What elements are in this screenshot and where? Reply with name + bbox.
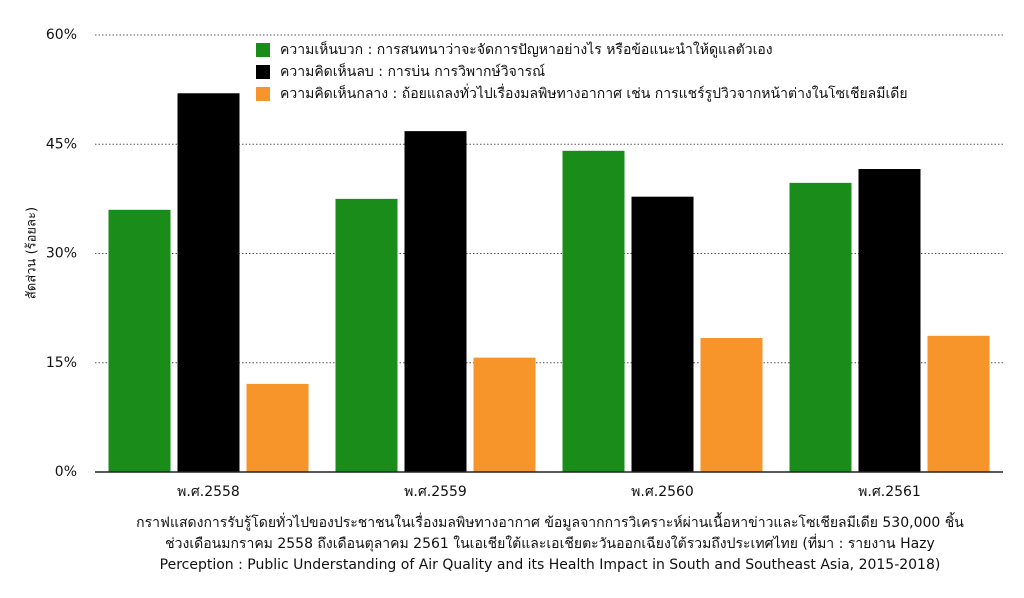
bar	[631, 196, 694, 472]
legend-swatch	[256, 65, 270, 79]
bar	[927, 335, 990, 472]
legend-label: ความคิดเห็นกลาง : ถ้อยแถลงทั่วไปเรื่องมล…	[280, 84, 908, 102]
bar	[562, 150, 625, 472]
bar	[177, 93, 240, 473]
bar	[404, 131, 467, 472]
legend-swatch	[256, 43, 270, 57]
y-tick-label: 15%	[46, 355, 77, 371]
y-axis-label: สัดส่วน (ร้อยละ)	[25, 207, 40, 299]
x-tick-label: พ.ศ.2561	[858, 484, 921, 500]
y-tick-label: 60%	[46, 27, 77, 43]
y-tick-label: 0%	[55, 464, 77, 480]
y-tick-label: 30%	[46, 246, 77, 262]
legend-label: ความคิดเห็นลบ : การบ่น การวิพากษ์วิจารณ์	[280, 62, 545, 80]
x-tick-label: พ.ศ.2559	[404, 484, 467, 500]
bar	[789, 182, 852, 472]
y-tick-label: 45%	[46, 136, 77, 152]
caption: กราฟแสดงการรับรู้โดยทั่วไปของประชาชนในเร…	[136, 512, 964, 531]
bar	[108, 209, 171, 473]
bar	[700, 337, 763, 472]
caption: ช่วงเดือนมกราคม 2558 ถึงเดือนตุลาคม 2561…	[165, 534, 935, 552]
x-tick-label: พ.ศ.2558	[177, 484, 240, 500]
bar	[473, 357, 536, 472]
bar	[246, 383, 309, 472]
bar	[858, 169, 921, 472]
x-tick-label: พ.ศ.2560	[631, 484, 694, 500]
bar	[335, 198, 398, 472]
caption: Perception : Public Understanding of Air…	[160, 557, 941, 573]
legend-label: ความเห็นบวก : การสนทนาว่าจะจัดการปัญหาอย…	[280, 40, 773, 58]
legend-swatch	[256, 87, 270, 101]
